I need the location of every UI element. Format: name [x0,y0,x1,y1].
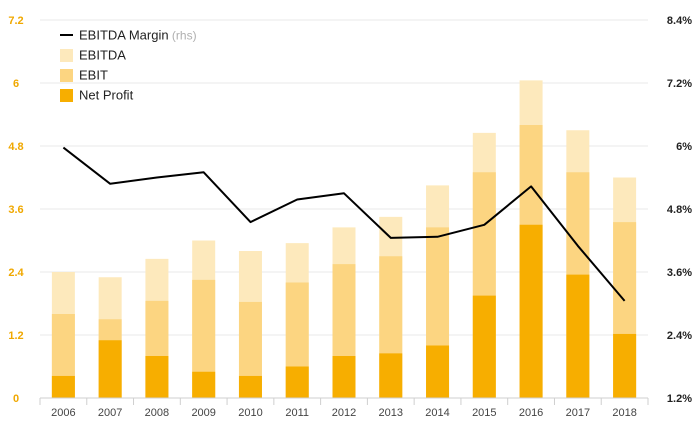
bar-net-profit-2017 [566,274,590,398]
x-tick-label: 2009 [191,407,215,419]
bar-net-profit-2007 [98,340,122,398]
x-tick-label: 2010 [238,407,262,419]
legend-swatch-ebitda [60,49,73,62]
bar-net-profit-2008 [145,356,169,398]
legend-swatch-net-profit [60,89,73,102]
y-axis-right: 1.2% 2.4% 3.6% 4.8% 6% 7.2% 8.4% [667,15,692,405]
x-tick-label: 2016 [519,407,543,419]
bar-net-profit-2013 [379,353,403,398]
y-right-tick-label: 7.2% [667,78,692,90]
y-left-tick-label: 0 [13,393,19,405]
bar-ebit-2010 [238,301,262,398]
x-tick-label: 2012 [332,407,356,419]
x-tick-label: 2017 [566,407,590,419]
gridlines [40,19,648,336]
y-left-tick-label: 7.2 [8,15,23,27]
legend-note: (rhs) [169,29,197,43]
legend-label-ebitda: EBITDA [79,48,126,63]
y-left-tick-label: 3.6 [8,204,23,216]
x-axis: 2006 2007 2008 2009 2010 2011 2012 2013 2014 2015… [39,397,649,419]
x-tick-label: 2011 [285,407,309,419]
y-left-tick-label: 4.8 [8,141,23,153]
bars [51,80,637,398]
y-right-tick-label: 1.2% [667,393,692,405]
y-right-tick-label: 8.4% [667,15,692,27]
legend-swatch-ebit [60,69,73,82]
x-tick-label: 2015 [472,407,496,419]
bar-net-profit-2010 [238,375,262,398]
legend: EBITDA Margin (rhs) EBITDA EBIT Net Profit [60,28,197,103]
bar-net-profit-2009 [192,371,216,398]
x-tick-label: 2018 [612,407,636,419]
y-left-tick-label: 1.2 [8,330,23,342]
bar-net-profit-2006 [51,375,75,398]
bar-net-profit-2018 [613,333,637,398]
legend-label-ebit: EBIT [79,68,108,83]
x-tick-label: 2007 [98,407,122,419]
x-tick-label: 2006 [51,407,75,419]
y-right-tick-label: 6% [676,141,692,153]
y-right-tick-label: 2.4% [667,330,692,342]
bar-ebit-2009 [192,279,216,398]
y-left-tick-label: 2.4 [8,267,24,279]
legend-label-net-profit: Net Profit [79,88,134,103]
x-tick-label: 2013 [379,407,403,419]
legend-label-ebitda-margin: EBITDA Margin (rhs) [79,28,197,43]
margin-line-layer [62,146,626,302]
x-tick-label: 2008 [145,407,169,419]
bar-net-profit-2016 [519,224,543,398]
bar-net-profit-2015 [472,295,496,398]
bar-net-profit-2014 [426,345,450,398]
y-right-tick-label: 3.6% [667,267,692,279]
x-tick-label: 2014 [425,407,449,419]
y-left-tick-label: 6 [13,78,19,90]
bar-net-profit-2012 [332,356,356,398]
bar-net-profit-2011 [285,366,309,398]
y-axis-left: 0 1.2 2.4 3.6 4.8 6 7.2 [8,15,24,405]
y-right-tick-label: 4.8% [667,204,692,216]
ebitda-margin-line [62,146,626,302]
